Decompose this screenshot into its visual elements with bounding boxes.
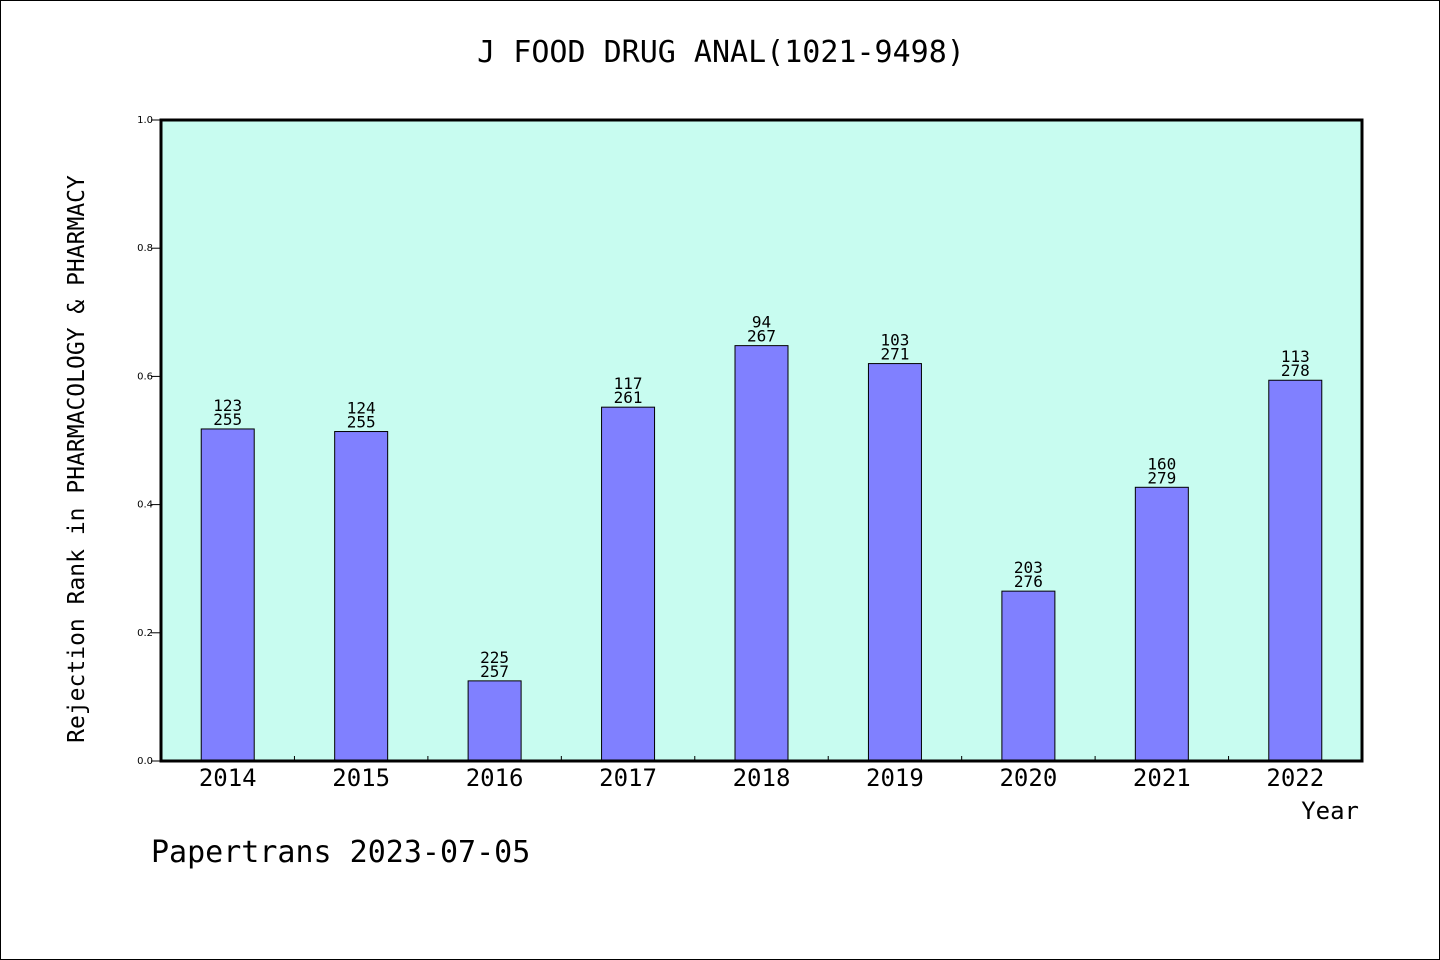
bar-label-bottom: 257 (480, 662, 509, 681)
chart-title: J FOOD DRUG ANAL(1021-9498) (477, 35, 965, 70)
bar-label-top: 225 (480, 648, 509, 667)
bar-label-top: 117 (614, 374, 643, 393)
x-tick-label: 2017 (599, 764, 657, 792)
y-tick-label: 0.2 (137, 628, 153, 639)
bar-label-top: 103 (880, 331, 909, 350)
footer-note: Papertrans 2023-07-05 (151, 835, 531, 870)
bar (867, 363, 922, 762)
bar-label-bottom: 267 (747, 327, 776, 346)
y-tick-label: 1.0 (137, 115, 153, 126)
bar-label-bottom: 276 (1014, 572, 1043, 591)
bar-label-bottom: 255 (347, 413, 376, 432)
bar (1134, 486, 1189, 762)
bar (1001, 590, 1056, 762)
bar-label-top: 113 (1281, 347, 1310, 366)
bar (467, 680, 522, 762)
x-tick-label: 2018 (733, 764, 791, 792)
bar-label-bottom: 271 (880, 345, 909, 364)
bar-label-top: 123 (213, 396, 242, 415)
bar-label-top: 124 (347, 399, 376, 418)
bar-label-top: 203 (1014, 558, 1043, 577)
y-tick-label: 0.6 (137, 371, 153, 382)
bar (1268, 379, 1323, 762)
y-tick-label: 0.8 (137, 243, 153, 254)
x-tick-label: 2019 (866, 764, 924, 792)
bar (734, 345, 789, 762)
bar-label-top: 94 (752, 313, 771, 332)
bar (601, 406, 656, 762)
bar-label-bottom: 279 (1147, 468, 1176, 487)
x-tick-label: 2014 (199, 764, 257, 792)
x-axis-label: Year (1301, 797, 1359, 825)
x-tick-label: 2020 (999, 764, 1057, 792)
x-tick-label: 2015 (332, 764, 390, 792)
x-tick-label: 2021 (1133, 764, 1191, 792)
bar-label-bottom: 261 (614, 388, 643, 407)
bar (334, 431, 389, 762)
y-tick-label: 0.4 (137, 500, 153, 511)
bar-label-bottom: 255 (213, 410, 242, 429)
bar-label-bottom: 278 (1281, 361, 1310, 380)
y-tick-label: 0.0 (137, 756, 153, 767)
x-tick-label: 2016 (466, 764, 524, 792)
plot-frame (159, 118, 1364, 763)
x-tick-label: 2022 (1266, 764, 1324, 792)
bar (200, 428, 255, 762)
bar-label-top: 160 (1147, 454, 1176, 473)
